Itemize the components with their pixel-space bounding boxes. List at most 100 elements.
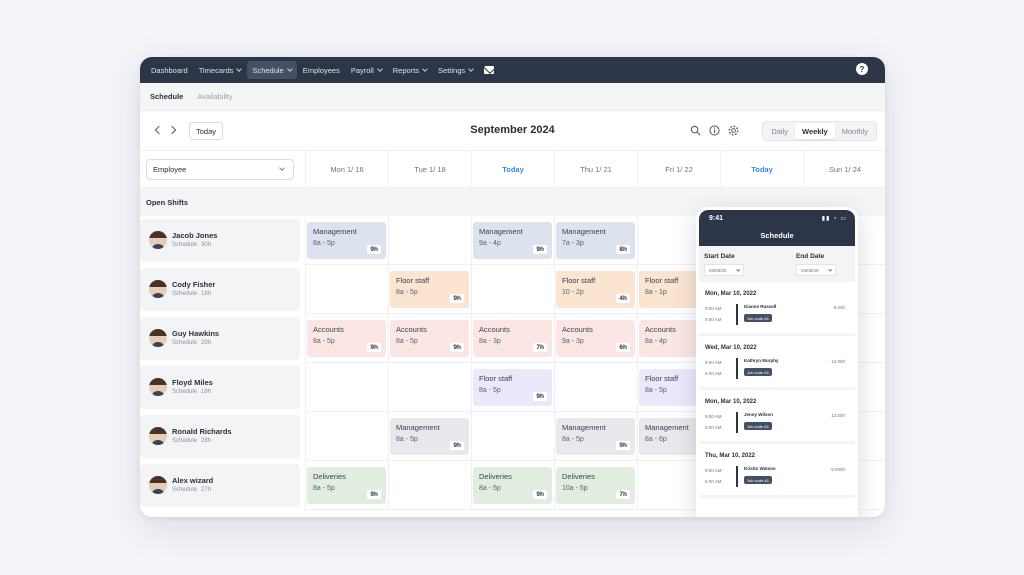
employee-card[interactable]: Floyd Miles Schedule 18h <box>140 366 300 409</box>
nav-reports[interactable]: Reports <box>388 61 432 79</box>
employee-card[interactable]: Jacob Jones Schedule 30h <box>140 219 300 262</box>
shift-time: 8a - 5p <box>396 289 418 296</box>
employee-select[interactable]: Employee <box>146 159 294 180</box>
start-date-field[interactable]: 03/06/20 <box>704 264 744 276</box>
shift-role: Accounts <box>396 325 427 334</box>
employee-row: Floyd Miles Schedule 18h <box>140 363 885 412</box>
employee-row: Ronald Richards Schedule 28h <box>140 412 885 461</box>
nav-settings[interactable]: Settings <box>433 61 478 79</box>
entry-employee: Kathryn Murphy <box>744 358 779 363</box>
shift-card[interactable]: Floor staff 10 - 2p 4h <box>556 271 635 308</box>
shift-card[interactable]: Floor staff 8a - 5p 9h <box>473 369 552 406</box>
end-date-field[interactable]: 03/09/20 <box>796 264 836 276</box>
shift-hours-badge: 9h <box>367 245 381 254</box>
today-button[interactable]: Today <box>189 122 224 140</box>
shift-card[interactable]: Management 7a - 3p 8h <box>556 222 635 259</box>
shift-card[interactable]: Deliveries 10a - 5p 7h <box>556 467 635 504</box>
info-icon[interactable] <box>709 125 720 136</box>
grid-divider <box>388 363 389 412</box>
shift-time: 8a - 4p <box>645 338 667 345</box>
nav-timecards[interactable]: Timecards <box>194 61 247 79</box>
shift-role: Floor staff <box>562 276 596 285</box>
shift-hours-badge: 9h <box>533 490 547 499</box>
employee-row: Cody Fisher Schedule 18h <box>140 265 885 314</box>
shift-card[interactable]: Deliveries 8a - 5p 9h <box>473 467 552 504</box>
nav-schedule[interactable]: Schedule <box>247 61 297 79</box>
phone-day-entry[interactable]: Wed, Mar 10, 2022 9:00 AM 5:00 AM Kathryn M… <box>699 338 855 390</box>
gear-icon[interactable] <box>728 125 739 136</box>
shift-hours-badge: 9h <box>450 294 464 303</box>
schedule-toolbar: Today September 2024 Daily Weekly Monthl… <box>140 111 885 151</box>
shift-time: 9a - 4p <box>479 240 501 247</box>
shift-card[interactable]: Floor staff 8a - 5p 9h <box>390 271 469 308</box>
shift-card[interactable]: Management 8a - 5p 9h <box>556 418 635 455</box>
entry-end: 5:00 AM <box>705 317 722 322</box>
employee-name: Floyd Miles <box>172 378 213 387</box>
entry-end: 5:00 AM <box>705 479 722 484</box>
grid-divider <box>471 461 472 510</box>
shift-card[interactable]: Accounts 8a - 5p 9h <box>390 320 469 357</box>
entry-duration: 9.00h <box>833 305 845 310</box>
entry-employee: Kristin Watson <box>744 466 776 471</box>
view-daily[interactable]: Daily <box>771 126 789 136</box>
avatar <box>149 231 167 249</box>
grid-divider <box>637 363 638 412</box>
shift-time: 8a - 5p <box>396 338 418 345</box>
entry-bar <box>736 412 738 433</box>
sub-navigation: Schedule Availability <box>140 83 885 111</box>
shift-time: 8a - 6p <box>645 436 667 443</box>
phone-day-entry[interactable]: Thu, Mar 10, 2022 9:00 AM 5:00 AM Kristin W… <box>699 446 855 498</box>
shift-hours-badge: 9h <box>367 343 381 352</box>
month-title: September 2024 <box>470 124 555 136</box>
shift-role: Accounts <box>479 325 510 334</box>
shift-card[interactable]: Management 8a - 5p 9h <box>307 222 386 259</box>
help-icon[interactable]: ? <box>856 63 868 75</box>
shift-card[interactable]: Accounts 8a - 5p 9h <box>307 320 386 357</box>
employee-card[interactable]: Guy Hawkins Schedule 29h <box>140 317 300 360</box>
phone-day-entry[interactable]: Mon, Mar 10, 2022 9:00 AM 5:00 AM Jenny Wil… <box>699 392 855 444</box>
shift-card[interactable]: Management 8a - 5p 9h <box>390 418 469 455</box>
grid-divider <box>471 265 472 314</box>
shift-time: 8a - 5p <box>645 387 667 394</box>
employee-name: Ronald Richards <box>172 427 232 436</box>
grid-divider <box>388 461 389 510</box>
day-header: Tue 1/ 18 <box>388 151 471 188</box>
tab-availability[interactable]: Availability <box>197 92 233 101</box>
phone-day-entry[interactable]: Mon, Mar 10, 2022 9:00 AM 5:00 AM Dianne Ru… <box>699 284 855 336</box>
employee-meta: Schedule 18h <box>172 291 212 297</box>
grid-divider <box>554 363 555 412</box>
nav-employees[interactable]: Employees <box>302 65 340 75</box>
shift-time: 8a - 1p <box>645 289 667 296</box>
job-code-badge: Job code A1 <box>744 422 773 430</box>
view-monthly[interactable]: Monthly <box>841 126 868 136</box>
shift-role: Management <box>562 227 606 236</box>
entry-employee: Jenny Wilson <box>744 412 773 417</box>
shift-card[interactable]: Accounts 8a - 3p 7h <box>473 320 552 357</box>
entry-duration: 12.00h <box>831 413 845 418</box>
grid-divider <box>388 216 389 265</box>
search-icon[interactable] <box>690 125 701 136</box>
employee-name: Guy Hawkins <box>172 329 220 338</box>
entry-start: 9:00 AM <box>705 468 722 473</box>
chevron-down-icon <box>286 65 293 72</box>
employee-card[interactable]: Ronald Richards Schedule 28h <box>140 415 300 458</box>
chevron-down-icon <box>236 65 243 72</box>
employee-card[interactable]: Alex wizard Schedule 27h <box>140 464 300 507</box>
top-navbar: Dashboard Timecards Schedule Employees P… <box>140 57 885 83</box>
entry-date: Wed, Mar 10, 2022 <box>705 345 757 351</box>
nav-payroll[interactable]: Payroll <box>346 61 387 79</box>
nav-dashboard[interactable]: Dashboard <box>151 65 188 75</box>
employee-row: Guy Hawkins Schedule 29h <box>140 314 885 363</box>
shift-card[interactable]: Deliveries 8a - 5p 9h <box>307 467 386 504</box>
shift-time: 10a - 5p <box>562 485 588 492</box>
entry-end: 5:00 AM <box>705 371 722 376</box>
mail-icon[interactable] <box>484 66 495 74</box>
view-weekly[interactable]: Weekly <box>795 123 835 139</box>
shift-card[interactable]: Accounts 9a - 3p 6h <box>556 320 635 357</box>
shift-time: 8a - 5p <box>313 338 335 345</box>
shift-hours-badge: 9h <box>450 343 464 352</box>
tab-schedule[interactable]: Schedule <box>150 92 184 101</box>
employee-meta: Schedule 18h <box>172 389 212 395</box>
shift-card[interactable]: Management 9a - 4p 9h <box>473 222 552 259</box>
employee-card[interactable]: Cody Fisher Schedule 18h <box>140 268 300 311</box>
